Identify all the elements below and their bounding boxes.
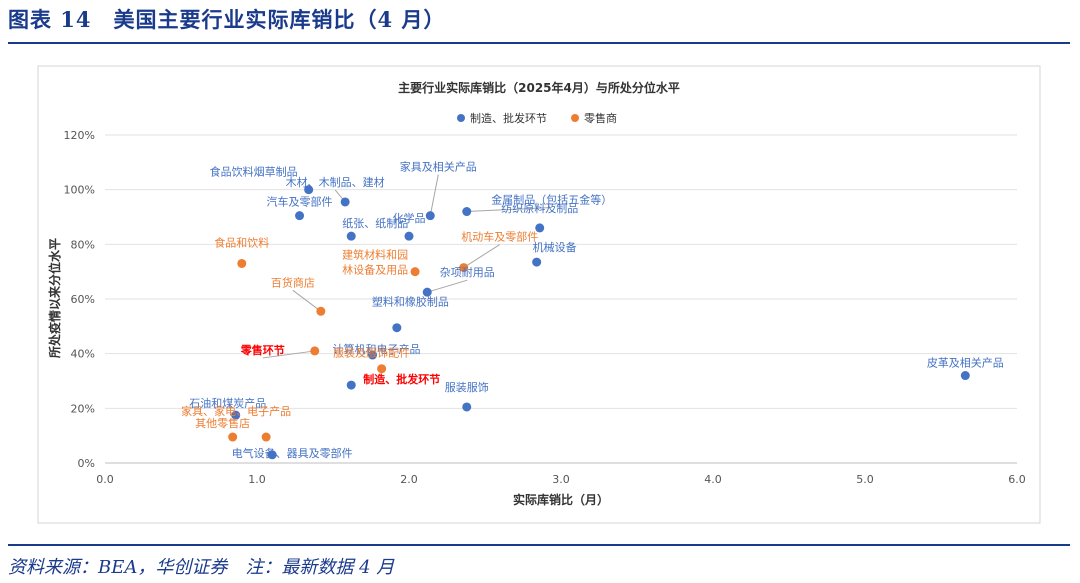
data-point bbox=[377, 364, 387, 374]
y-tick-label: 20% bbox=[71, 402, 95, 415]
x-tick-label: 2.0 bbox=[400, 473, 418, 486]
data-label: 制造、批发环节 bbox=[363, 372, 440, 386]
leader-line bbox=[429, 174, 439, 216]
data-label: 服装服饰 bbox=[445, 380, 489, 394]
data-point bbox=[346, 380, 356, 390]
leader-line bbox=[262, 350, 315, 359]
data-label: 木材、木制品、建材 bbox=[286, 175, 385, 189]
data-label: 塑料和橡胶制品 bbox=[372, 295, 449, 309]
scatter-chart: 主要行业实际库销比（2025年4月）与所处分位水平 制造、批发环节 零售商 0% 2… bbox=[37, 65, 1041, 524]
source-note: 资料来源：BEA，华创证券 注：最新数据 4 月 bbox=[8, 557, 395, 578]
x-tick-label: 0.0 bbox=[96, 473, 114, 486]
legend-label: 零售商 bbox=[584, 111, 617, 125]
data-label: 石油和煤炭产品 bbox=[189, 396, 266, 410]
data-point bbox=[392, 323, 402, 333]
data-label: 皮革及相关产品 bbox=[927, 356, 1004, 370]
y-tick-label: 40% bbox=[71, 348, 95, 361]
y-axis-label: 所处疫情以来分位水平 bbox=[47, 238, 62, 358]
data-label: 纺织原料及制品 bbox=[501, 201, 578, 215]
data-point bbox=[304, 185, 314, 195]
chart-title: 主要行业实际库销比（2025年4月）与所处分位水平 bbox=[398, 80, 680, 95]
data-point bbox=[231, 410, 241, 420]
y-tick-label: 120% bbox=[64, 129, 95, 142]
data-label: 百货商店 bbox=[271, 275, 315, 289]
y-tick-label: 60% bbox=[71, 293, 95, 306]
data-point bbox=[316, 306, 326, 316]
data-label-line: 建筑材料和园 bbox=[342, 248, 408, 262]
data-point bbox=[404, 231, 414, 241]
legend-marker bbox=[571, 114, 579, 122]
chart-frame bbox=[37, 65, 1041, 524]
data-label: 家具及相关产品 bbox=[400, 160, 477, 174]
data-point bbox=[261, 432, 271, 442]
data-label: 服装及服饰配件 bbox=[333, 346, 410, 360]
data-point bbox=[310, 346, 320, 356]
data-label: 家具、家电、电子产品 bbox=[181, 404, 291, 418]
data-label: 化学品 bbox=[393, 211, 426, 225]
data-point bbox=[237, 258, 247, 268]
data-label: 食品和饮料 bbox=[214, 235, 269, 249]
x-axis-label: 实际库销比（月） bbox=[513, 492, 609, 507]
legend: 制造、批发环节 零售商 bbox=[457, 111, 617, 125]
y-tick-label: 100% bbox=[64, 184, 95, 197]
leader-line bbox=[427, 279, 468, 293]
data-point bbox=[459, 263, 469, 273]
legend-marker bbox=[457, 114, 465, 122]
y-tick-label: 0% bbox=[78, 457, 95, 470]
leader-line bbox=[292, 289, 322, 312]
data-point bbox=[295, 211, 305, 221]
data-label: 零售环节 bbox=[240, 343, 285, 357]
x-tick-label: 1.0 bbox=[248, 473, 266, 486]
y-axis-ticks: 0% 20% 40% 60% 80% 100% 120% bbox=[64, 129, 95, 470]
data-label: 杂项耐用品 bbox=[440, 266, 495, 279]
data-point bbox=[368, 350, 378, 360]
data-label: 汽车及零部件 bbox=[267, 195, 333, 209]
data-label: 机动车及零部件 bbox=[461, 230, 538, 244]
data-point bbox=[410, 267, 420, 277]
top-divider bbox=[8, 42, 1070, 44]
data-point bbox=[532, 257, 542, 267]
data-label: 纸张、纸制品 bbox=[342, 217, 408, 230]
leader-lines bbox=[262, 174, 552, 359]
data-point bbox=[228, 432, 238, 442]
leader-line bbox=[466, 207, 552, 213]
data-point bbox=[346, 231, 356, 241]
data-point bbox=[960, 371, 970, 381]
y-tick-label: 80% bbox=[71, 238, 95, 251]
data-point bbox=[462, 207, 472, 217]
data-label-line: 林设备及用品 bbox=[342, 263, 408, 277]
data-label: 计算机和电子产品 bbox=[333, 342, 421, 356]
x-tick-label: 3.0 bbox=[552, 473, 570, 486]
data-point bbox=[267, 450, 277, 460]
data-label: 其他零售店 bbox=[195, 416, 250, 430]
data-points bbox=[228, 185, 970, 460]
data-label: 电气设备、器具及零部件 bbox=[232, 446, 353, 460]
data-point bbox=[340, 197, 350, 207]
x-tick-label: 6.0 bbox=[1008, 473, 1026, 486]
figure-title: 图表 14 美国主要行业实际库销比（4 月） bbox=[8, 7, 446, 32]
data-label: 建筑材料和园林设备及用品 bbox=[342, 248, 408, 277]
x-tick-label: 4.0 bbox=[704, 473, 722, 486]
data-point bbox=[422, 287, 432, 297]
bottom-divider bbox=[8, 544, 1070, 546]
data-point bbox=[462, 402, 472, 412]
x-axis-ticks: 0.0 1.0 2.0 3.0 4.0 5.0 6.0 bbox=[96, 473, 1026, 486]
data-label: 机械设备 bbox=[533, 240, 577, 254]
data-point bbox=[425, 211, 435, 221]
leader-line bbox=[463, 244, 500, 268]
data-label: 金属制品（包括五金等） bbox=[491, 193, 612, 207]
x-tick-label: 5.0 bbox=[856, 473, 874, 486]
gridlines bbox=[105, 134, 1017, 409]
data-label: 食品饮料烟草制品 bbox=[210, 165, 298, 179]
data-point bbox=[535, 223, 545, 233]
legend-label: 制造、批发环节 bbox=[470, 111, 547, 125]
